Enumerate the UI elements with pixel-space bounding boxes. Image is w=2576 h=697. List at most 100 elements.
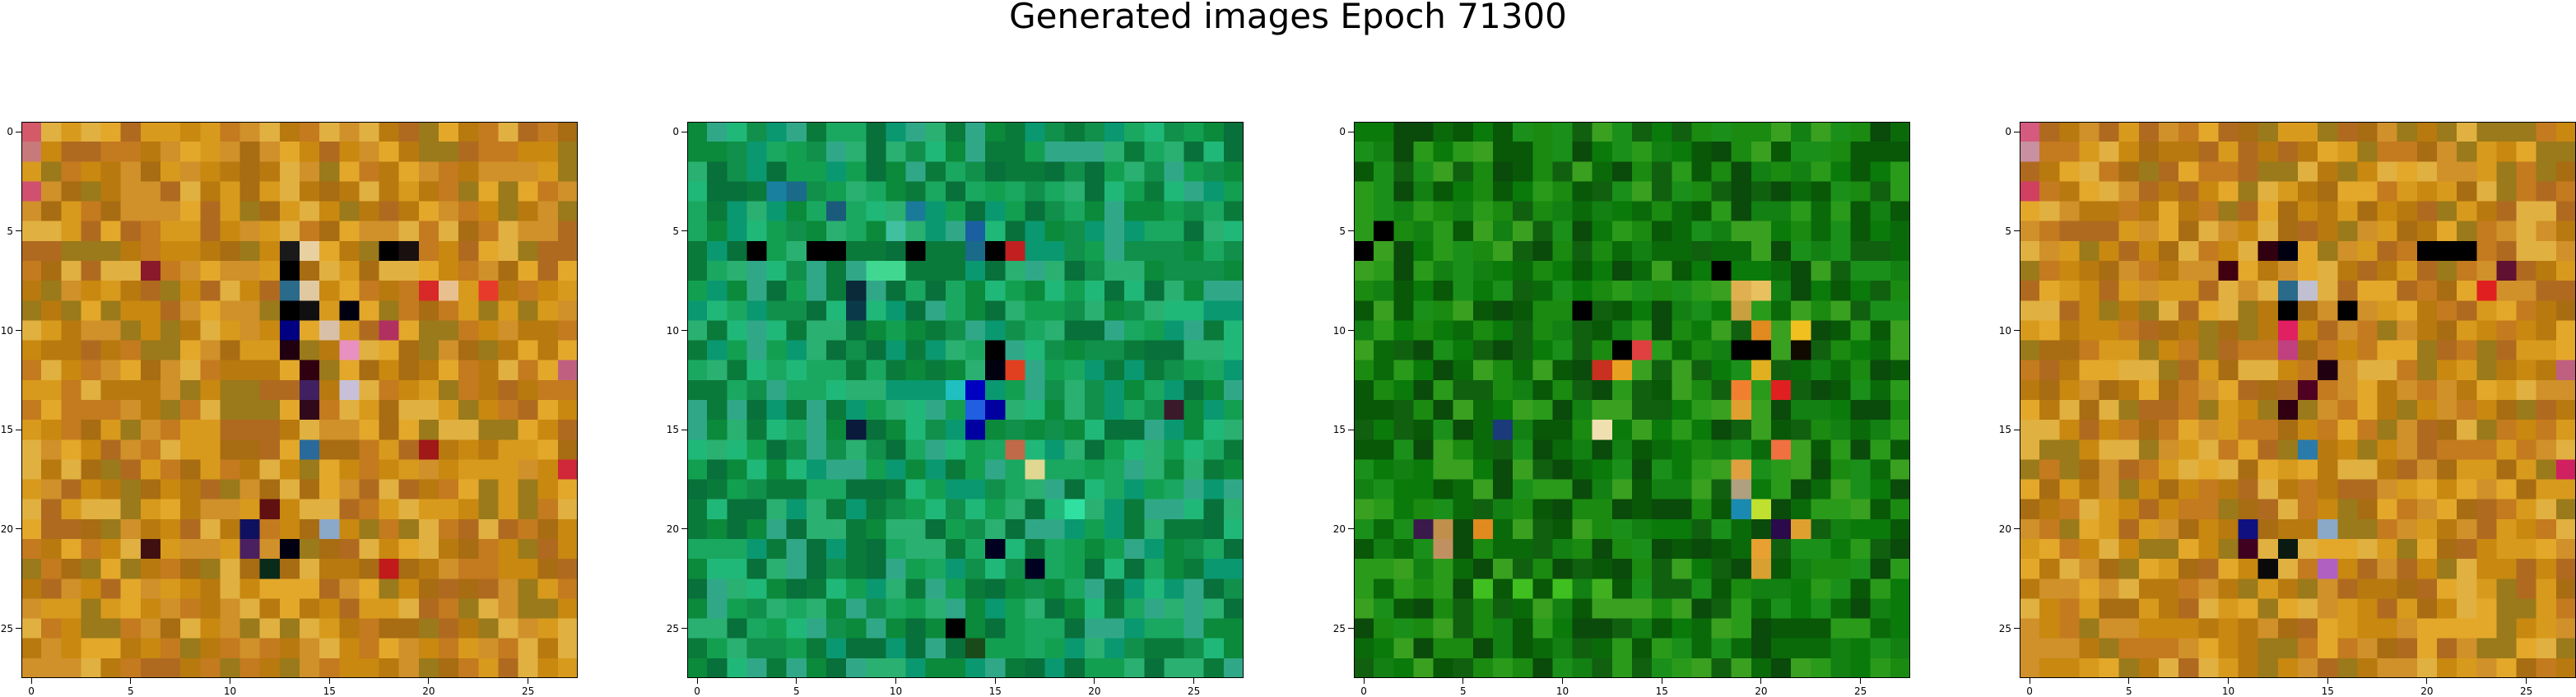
pixel-cell	[439, 281, 459, 301]
pixel-cell	[886, 638, 907, 659]
pixel-cell	[439, 459, 459, 481]
pixel-cell	[1413, 400, 1434, 421]
pixel-cell	[1374, 518, 1394, 540]
pixel-cell	[81, 360, 102, 381]
pixel-cell	[1611, 459, 1633, 481]
pixel-cell	[1890, 439, 1910, 461]
pixel-cell	[180, 161, 201, 183]
pixel-cell	[259, 559, 281, 579]
pixel-cell	[1552, 579, 1574, 600]
pixel-cell	[61, 161, 82, 183]
pixel-cell	[41, 300, 62, 322]
pixel-cell	[1791, 379, 1811, 401]
pixel-cell	[1592, 559, 1613, 579]
x-tick	[1462, 678, 1464, 684]
y-tick	[681, 628, 687, 630]
pixel-cell	[319, 658, 340, 678]
pixel-cell	[806, 122, 827, 142]
pixel-cell	[81, 459, 102, 481]
pixel-cell	[1144, 142, 1165, 162]
pixel-cell	[61, 122, 82, 142]
pixel-cell	[806, 479, 827, 500]
pixel-cell	[239, 420, 261, 440]
pixel-cell	[1025, 240, 1046, 262]
pixel-cell	[846, 240, 867, 262]
pixel-cell	[925, 300, 946, 322]
pixel-cell	[418, 638, 439, 659]
pixel-cell	[1611, 122, 1633, 142]
pixel-cell	[160, 559, 181, 579]
pixel-cell	[1005, 439, 1026, 461]
pixel-cell	[439, 181, 459, 202]
pixel-cell	[846, 281, 867, 301]
pixel-cell	[140, 142, 161, 162]
pixel-cell	[160, 261, 181, 281]
pixel-cell	[1572, 559, 1593, 579]
pixel-cell	[925, 240, 946, 262]
pixel-cell	[1830, 518, 1852, 540]
pixel-cell	[498, 539, 519, 560]
pixel-cell	[300, 459, 320, 481]
pixel-cell	[1513, 261, 1533, 281]
x-tick-label: 25	[1854, 685, 1867, 697]
pixel-cell	[1025, 579, 1046, 600]
pixel-cell	[1164, 420, 1185, 440]
pixel-cell	[886, 420, 907, 440]
pixel-cell	[945, 122, 966, 142]
pixel-cell	[1572, 360, 1593, 381]
pixel-cell	[1413, 598, 1434, 620]
pixel-cell	[1672, 459, 1693, 481]
pixel-cell	[1144, 598, 1165, 620]
pixel-cell	[458, 479, 479, 500]
pixel-cell	[557, 618, 578, 639]
pixel-cell	[359, 240, 380, 262]
pixel-cell	[945, 638, 966, 659]
pixel-cell	[1632, 499, 1653, 520]
pixel-cell	[239, 300, 261, 322]
pixel-cell	[1064, 400, 1086, 421]
pixel-cell	[379, 340, 400, 361]
pixel-cell	[727, 181, 748, 202]
x-tick-label: 0	[694, 685, 700, 697]
pixel-cell	[537, 379, 559, 401]
pixel-cell	[945, 181, 966, 202]
pixel-cell	[41, 320, 62, 342]
pixel-cell	[518, 320, 539, 342]
pixel-cell	[1611, 221, 1633, 242]
pixel-cell	[81, 221, 102, 242]
pixel-cell	[1711, 360, 1732, 381]
pixel-cell	[1811, 439, 1832, 461]
pixel-cell	[339, 340, 360, 361]
pixel-cell	[746, 360, 768, 381]
pixel-cell	[81, 439, 102, 461]
pixel-cell	[1413, 201, 1434, 222]
pixel-cell	[1025, 499, 1046, 520]
pixel-cell	[120, 539, 142, 560]
pixel-cell	[259, 261, 281, 281]
pixel-cell	[826, 360, 847, 381]
pixel-cell	[945, 459, 966, 481]
pixel-cell	[537, 261, 559, 281]
pixel-cell	[866, 499, 887, 520]
pixel-cell	[786, 360, 807, 381]
pixel-cell	[826, 201, 847, 222]
y-tick-label: 10	[1998, 324, 2011, 337]
pixel-cell	[458, 340, 479, 361]
pixel-cell	[478, 142, 500, 162]
pixel-cell	[1413, 281, 1434, 301]
pixel-cell	[300, 579, 320, 600]
pixel-cell	[1830, 360, 1852, 381]
pixel-cell	[200, 142, 221, 162]
x-tick	[994, 678, 996, 684]
pixel-cell	[1791, 559, 1811, 579]
pixel-cell	[1005, 261, 1026, 281]
pixel-cell	[1592, 161, 1613, 183]
pixel-cell	[557, 459, 578, 481]
pixel-cell	[1513, 579, 1533, 600]
pixel-cell	[786, 122, 807, 142]
pixel-cell	[1124, 539, 1145, 560]
pixel-cell	[1005, 579, 1026, 600]
pixel-cell	[398, 658, 420, 678]
pixel-cell	[379, 439, 400, 461]
pixel-cell	[398, 181, 420, 202]
